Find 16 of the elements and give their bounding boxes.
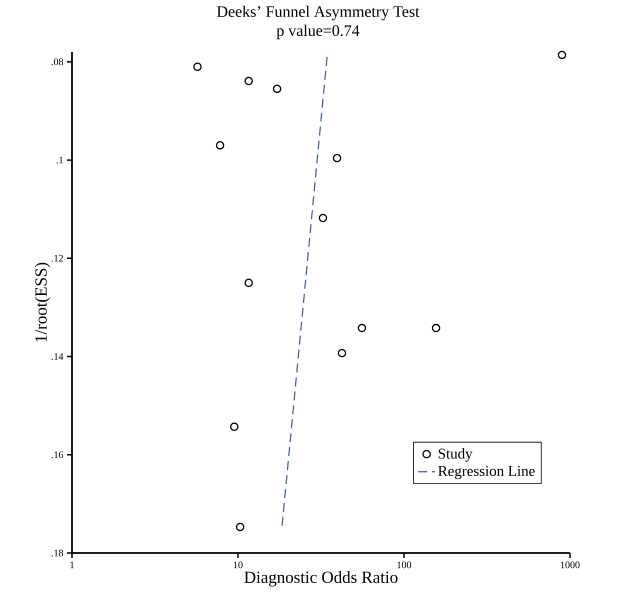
- legend-label: Study: [438, 448, 473, 462]
- legend-label: Regression Line: [438, 466, 535, 480]
- y-tick-label: .16: [52, 451, 64, 458]
- chart-title: Deeks’ Funnel Asymmetry Test: [216, 6, 420, 20]
- y-tick-label: .1: [56, 156, 63, 164]
- y-axis-title: 1/root(ESS): [34, 262, 50, 342]
- x-tick-label: 10: [234, 562, 243, 568]
- x-tick-label: 100: [397, 562, 412, 568]
- y-tick-label: .08: [52, 58, 64, 66]
- y-tick-label: .12: [52, 254, 63, 262]
- x-tick-label: 1: [70, 562, 74, 568]
- x-tick-label: 1000: [560, 562, 580, 568]
- y-tick-label: .14: [52, 353, 64, 360]
- chart-subtitle: p value=0.74: [276, 24, 360, 40]
- y-tick-label: .18: [52, 550, 64, 556]
- x-axis-title: Diagnostic Odds Ratio: [244, 571, 398, 586]
